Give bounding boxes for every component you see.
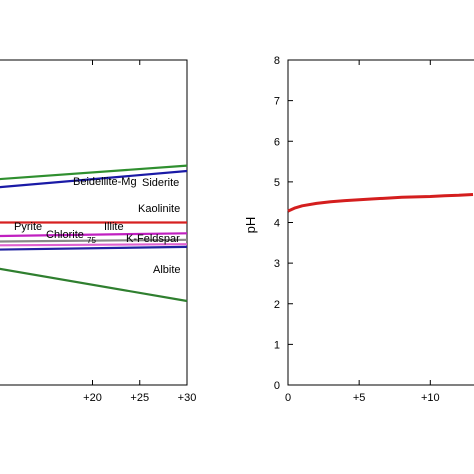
series-line-illite [0, 238, 188, 243]
right-x-tick-label: +5 [353, 392, 366, 404]
label-illite: Illite [104, 221, 124, 233]
label-chlorite: Chlorite [46, 229, 84, 241]
label-beidellite-mg: Beidellite-Mg [73, 176, 137, 188]
right-y-tick-label: 3 [274, 258, 280, 270]
right-x-ticks: 0 +5 +10 [285, 60, 440, 404]
right-plot-frame [287, 59, 474, 386]
right-x-tick-label: +10 [421, 392, 440, 404]
left-series-group [0, 164, 188, 303]
right-y-tick-label: 7 [274, 96, 280, 108]
right-y-tick-label: 1 [274, 339, 280, 351]
right-x-tick-label: 0 [285, 392, 291, 404]
right-y-ticks: 0 1 2 3 4 5 6 7 8 [274, 55, 293, 392]
right-y-tick-label: 6 [274, 136, 280, 148]
label-albite: Albite [153, 264, 181, 276]
label-siderite: Siderite [142, 177, 179, 189]
left-x-tick-label: +30 [178, 392, 197, 404]
left-mineral-labels: Beidellite-Mg Siderite Kaolinite Pyrite … [14, 176, 181, 276]
series-line-ph [287, 193, 474, 213]
series-line-k-feldspar [0, 245, 188, 251]
left-x-tick-label: +25 [130, 392, 149, 404]
right-panel: 0 1 2 3 4 5 6 7 8 0 +5 +10 pH [243, 55, 474, 404]
right-y-tick-label: 5 [274, 177, 280, 189]
right-y-axis-title: pH [243, 217, 258, 234]
left-panel: +20 +25 +30 Beidellite-Mg Siderite Kaolini… [0, 59, 196, 404]
right-y-tick-label: 0 [274, 380, 280, 392]
label-pyrite: Pyrite [14, 221, 42, 233]
label-k-feldspar: K-Feldspar [126, 233, 180, 245]
right-y-tick-label: 2 [274, 299, 280, 311]
right-series-group [287, 193, 474, 213]
series-line-beidellite-mg [0, 164, 188, 181]
left-x-ticks: +20 +25 +30 [83, 60, 196, 404]
series-line-siderite [0, 169, 188, 189]
label-kaolinite: Kaolinite [138, 203, 180, 215]
series-line-chlorite75 [0, 243, 188, 247]
right-y-tick-label: 8 [274, 55, 280, 67]
right-y-tick-label: 4 [274, 218, 280, 230]
series-line-pyrite [0, 232, 188, 238]
series-line-albite [0, 267, 188, 303]
left-x-tick-label: +20 [83, 392, 102, 404]
label-chlorite-subscript: 75 [87, 236, 96, 245]
